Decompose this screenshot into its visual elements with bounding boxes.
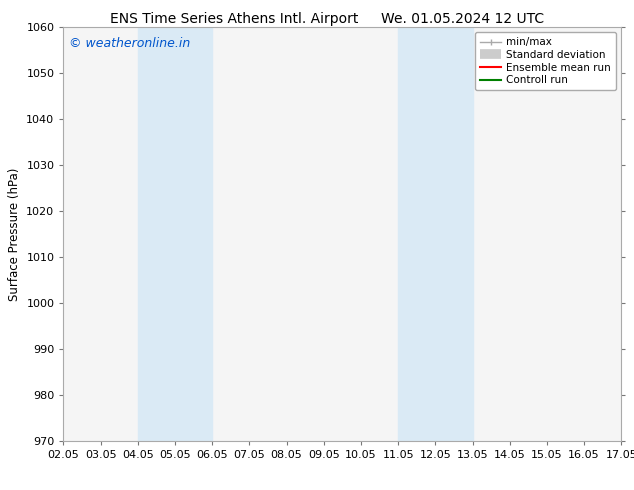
Legend: min/max, Standard deviation, Ensemble mean run, Controll run: min/max, Standard deviation, Ensemble me… <box>475 32 616 90</box>
Text: © weatheronline.in: © weatheronline.in <box>69 37 190 50</box>
Bar <box>138 27 212 441</box>
Text: We. 01.05.2024 12 UTC: We. 01.05.2024 12 UTC <box>381 12 545 26</box>
Bar <box>398 27 472 441</box>
Text: ENS Time Series Athens Intl. Airport: ENS Time Series Athens Intl. Airport <box>110 12 359 26</box>
Y-axis label: Surface Pressure (hPa): Surface Pressure (hPa) <box>8 167 21 301</box>
